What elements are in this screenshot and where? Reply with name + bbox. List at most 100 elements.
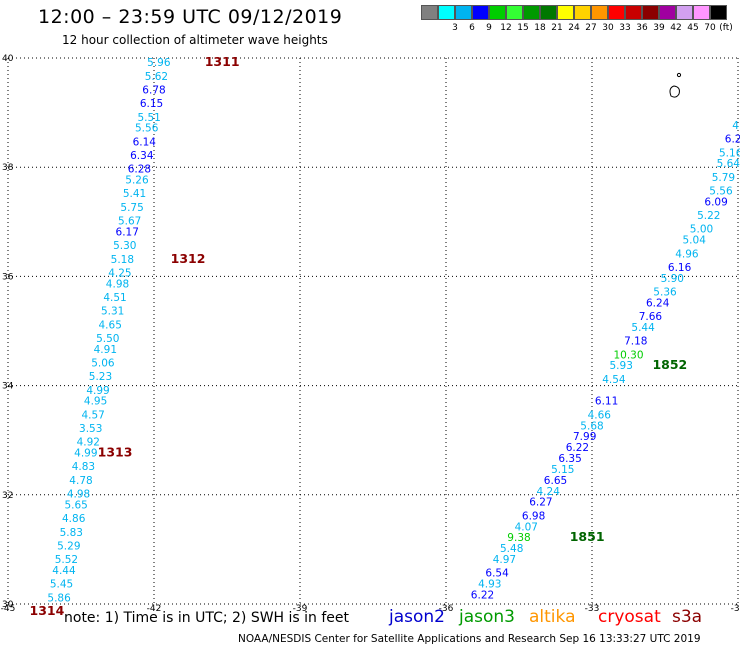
swh-reading: 3.53: [79, 423, 102, 435]
swh-reading: 10.30: [613, 349, 643, 361]
scale-swatch: [523, 5, 540, 20]
legend-cryosat: cryosat: [598, 607, 661, 627]
swh-reading: 5.51: [137, 112, 160, 124]
swh-reading: 5.26: [125, 175, 149, 187]
scale-swatch: [574, 5, 591, 20]
y-tick-label: 34: [2, 382, 14, 392]
swh-reading: 5.65: [64, 499, 87, 511]
swh-reading: 6.15: [140, 98, 163, 110]
swh-reading: 7.66: [639, 311, 663, 323]
scale-swatch: [710, 5, 727, 20]
page-subtitle: 12 hour collection of altimeter wave hei…: [62, 33, 328, 47]
scale-label: 21: [551, 23, 563, 33]
swh-reading: 4.99: [86, 385, 109, 397]
scale-swatch: [625, 5, 642, 20]
swh-reading: 6.98: [522, 510, 545, 522]
swh-reading: 5.06: [91, 357, 115, 369]
swh-reading: 6.78: [142, 84, 165, 96]
scale-label: 6: [469, 23, 475, 33]
swh-reading: 5.96: [147, 57, 171, 69]
time-label: 1311: [205, 54, 240, 69]
legend-jason3: jason3: [459, 607, 515, 627]
swh-reading: 6.17: [116, 226, 139, 238]
scale-swatch: [455, 5, 472, 20]
scale-label: 27: [585, 23, 597, 33]
swh-reading: 4.86: [62, 513, 86, 525]
legend-jason2: jason2: [389, 607, 445, 627]
swh-reading: 5.31: [101, 306, 124, 318]
swh-reading: 6.35: [558, 453, 581, 465]
swh-reading: 4.24: [537, 486, 561, 498]
scale-label: 3: [452, 23, 458, 33]
scale-label: 33: [619, 23, 631, 33]
y-tick-label: 32: [2, 491, 13, 501]
y-tick-label: 40: [2, 54, 14, 64]
swh-reading: 7.18: [624, 336, 647, 348]
swh-reading: 6.14: [133, 136, 157, 148]
scale-swatch: [659, 5, 676, 20]
swh-reading: 5.68: [580, 420, 603, 432]
scale-swatch: [472, 5, 489, 20]
time-label: 1852: [652, 357, 687, 372]
x-tick-label: -30: [731, 604, 740, 614]
swh-reading: 6.22: [471, 590, 494, 602]
scale-label: 30: [602, 23, 614, 33]
swh-reading: 5.18: [111, 254, 134, 266]
scale-label: 36: [636, 23, 648, 33]
scale-swatch: [421, 5, 438, 20]
swh-reading: 4.96: [675, 248, 699, 260]
swh-reading: 5.45: [50, 579, 73, 591]
scale-swatch: [489, 5, 506, 20]
x-tick-label: -42: [147, 604, 162, 614]
scale-label: 15: [517, 23, 529, 33]
swh-reading: 6.65: [544, 475, 567, 487]
swh-reading: 5.48: [500, 543, 523, 555]
swh-reading: 5.15: [551, 464, 574, 476]
scale-swatch: [506, 5, 523, 20]
island-shape: [669, 85, 680, 98]
swh-reading: 6.28: [128, 164, 151, 176]
swh-reading: 5.67: [118, 216, 141, 228]
swh-reading: 6.54: [485, 568, 509, 580]
swh-reading: 4.95: [84, 396, 107, 408]
swh-reading: 4.91: [94, 344, 117, 356]
swh-reading: 6.16: [668, 262, 692, 274]
x-tick-label: -45: [1, 604, 16, 614]
swh-reading: 4: [732, 120, 739, 132]
swh-reading: 5.56: [135, 123, 159, 135]
swh-reading: 5.22: [697, 210, 720, 222]
swh-reading: 4.57: [81, 409, 104, 421]
swh-reading: 5.62: [145, 71, 168, 83]
swh-reading: 5.75: [120, 202, 143, 214]
time-label: 1312: [171, 251, 206, 266]
y-tick-label: 30: [2, 600, 14, 610]
scale-unit: (ft): [719, 23, 733, 33]
scale-label: 18: [534, 23, 546, 33]
swh-reading: 4.98: [67, 489, 90, 501]
swh-reading: 5.79: [712, 172, 735, 184]
swh-reading: 5.00: [690, 224, 713, 236]
scale-label: 9: [486, 23, 492, 33]
time-label: 1313: [98, 445, 133, 460]
swh-reading: 4.66: [588, 409, 612, 421]
swh-reading: 4.51: [103, 292, 126, 304]
swh-reading: 5.52: [55, 554, 78, 566]
legend-s3a: s3a: [672, 607, 703, 627]
swh-reading: 6.11: [595, 396, 618, 408]
y-tick-label: 38: [2, 163, 14, 173]
scale-label: 70: [704, 23, 716, 33]
y-tick-label: 36: [2, 272, 14, 282]
x-tick-label: -33: [585, 604, 600, 614]
swh-reading: 5.56: [709, 186, 733, 198]
swh-reading: 4.83: [72, 461, 95, 473]
swh-reading: 5.44: [631, 322, 655, 334]
swh-reading: 5.23: [89, 371, 112, 383]
x-tick-label: -36: [439, 604, 454, 614]
swh-reading: 4.44: [52, 565, 76, 577]
swh-reading: 6.22: [566, 442, 589, 454]
swh-reading: 5.41: [123, 188, 146, 200]
swh-reading: 4.97: [493, 554, 516, 566]
credit-line: NOAA/NESDIS Center for Satellite Applica…: [238, 633, 701, 645]
swh-reading: 7.99: [573, 431, 596, 443]
swh-reading: 4.07: [515, 521, 538, 533]
